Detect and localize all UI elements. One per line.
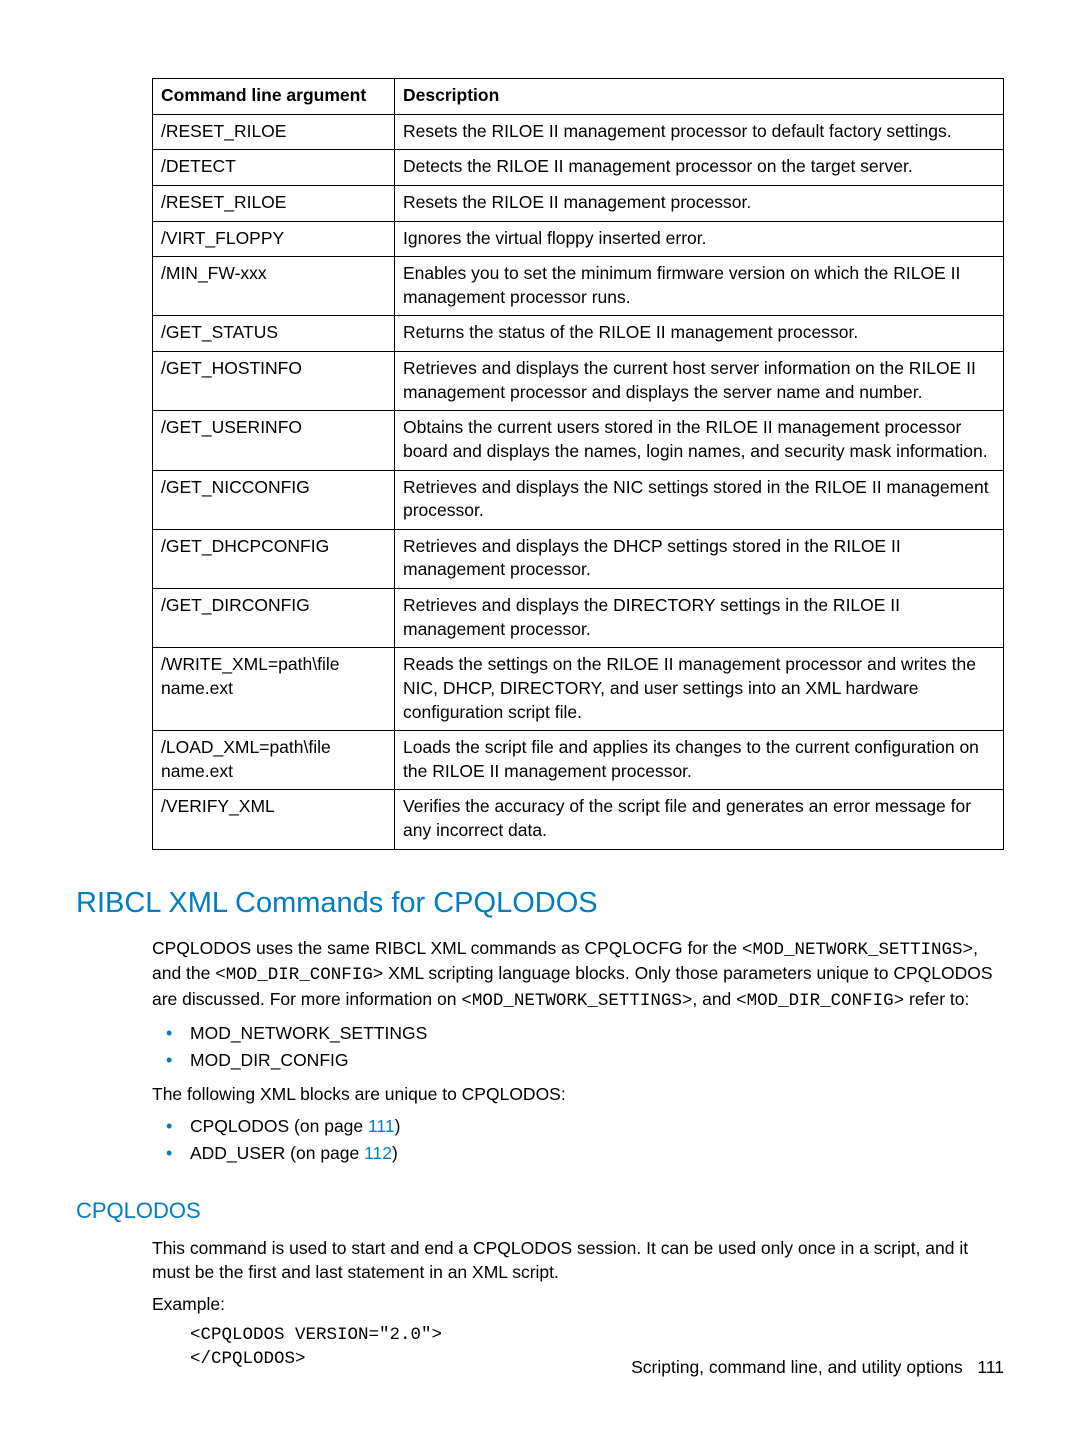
list-item: MOD_DIR_CONFIG: [152, 1049, 1004, 1073]
section1-body: CPQLODOS uses the same RIBCL XML command…: [152, 937, 1004, 1166]
table-row: /GET_HOSTINFORetrieves and displays the …: [153, 352, 1004, 411]
cell-desc: Returns the status of the RILOE II manag…: [395, 316, 1004, 352]
table-body: /RESET_RILOEResets the RILOE II manageme…: [153, 114, 1004, 849]
cell-arg: /LOAD_XML=path\file name.ext: [153, 731, 395, 790]
cell-arg: /VIRT_FLOPPY: [153, 221, 395, 257]
cell-arg: /DETECT: [153, 150, 395, 186]
cell-desc: Verifies the accuracy of the script file…: [395, 790, 1004, 849]
cell-desc: Retrieves and displays the DIRECTORY set…: [395, 589, 1004, 648]
cell-desc: Resets the RILOE II management processor…: [395, 114, 1004, 150]
list-item: CPQLODOS (on page 111): [152, 1115, 1004, 1139]
code: <MOD_NETWORK_SETTINGS>: [461, 991, 692, 1011]
cell-arg: /GET_NICCONFIG: [153, 470, 395, 529]
table-header-row: Command line argument Description: [153, 79, 1004, 115]
cell-arg: /WRITE_XML=path\file name.ext: [153, 648, 395, 731]
text: , and: [692, 989, 736, 1009]
table-row: /LOAD_XML=path\file name.extLoads the sc…: [153, 731, 1004, 790]
cell-desc: Loads the script file and applies its ch…: [395, 731, 1004, 790]
bullet-list-1: MOD_NETWORK_SETTINGS MOD_DIR_CONFIG: [152, 1022, 1004, 1073]
table-row: /GET_NICCONFIGRetrieves and displays the…: [153, 470, 1004, 529]
section2-para2: Example:: [152, 1293, 1004, 1317]
cell-desc: Ignores the virtual floppy inserted erro…: [395, 221, 1004, 257]
page-link[interactable]: 111: [368, 1116, 395, 1136]
section1-para2: The following XML blocks are unique to C…: [152, 1083, 1004, 1107]
col-header-argument: Command line argument: [153, 79, 395, 115]
table-row: /GET_USERINFOObtains the current users s…: [153, 411, 1004, 470]
list-item: MOD_NETWORK_SETTINGS: [152, 1022, 1004, 1046]
text: ): [395, 1116, 401, 1136]
section2-para1: This command is used to start and end a …: [152, 1237, 1004, 1284]
cell-arg: /GET_USERINFO: [153, 411, 395, 470]
cell-arg: /VERIFY_XML: [153, 790, 395, 849]
table-row: /GET_DIRCONFIGRetrieves and displays the…: [153, 589, 1004, 648]
table-row: /RESET_RILOEResets the RILOE II manageme…: [153, 114, 1004, 150]
section-heading-ribcl: RIBCL XML Commands for CPQLODOS: [76, 884, 1004, 923]
cell-desc: Retrieves and displays the DHCP settings…: [395, 529, 1004, 588]
cell-desc: Obtains the current users stored in the …: [395, 411, 1004, 470]
table-row: /DETECTDetects the RILOE II management p…: [153, 150, 1004, 186]
cell-desc: Retrieves and displays the current host …: [395, 352, 1004, 411]
section2-body: This command is used to start and end a …: [152, 1237, 1004, 1371]
col-header-description: Description: [395, 79, 1004, 115]
bullet-list-2: CPQLODOS (on page 111) ADD_USER (on page…: [152, 1115, 1004, 1166]
list-item: ADD_USER (on page 112): [152, 1142, 1004, 1166]
page: Command line argument Description /RESET…: [0, 0, 1080, 1432]
table-row: /GET_DHCPCONFIGRetrieves and displays th…: [153, 529, 1004, 588]
code: <MOD_DIR_CONFIG>: [736, 991, 904, 1011]
cell-arg: /GET_HOSTINFO: [153, 352, 395, 411]
cell-desc: Retrieves and displays the NIC settings …: [395, 470, 1004, 529]
page-footer: Scripting, command line, and utility opt…: [631, 1356, 1004, 1380]
table-row: /VERIFY_XMLVerifies the accuracy of the …: [153, 790, 1004, 849]
cell-arg: /GET_STATUS: [153, 316, 395, 352]
table-row: /MIN_FW-xxxEnables you to set the minimu…: [153, 257, 1004, 316]
table-row: /WRITE_XML=path\file name.extReads the s…: [153, 648, 1004, 731]
table-row: /GET_STATUSReturns the status of the RIL…: [153, 316, 1004, 352]
code: <MOD_NETWORK_SETTINGS>: [742, 940, 973, 960]
page-link[interactable]: 112: [364, 1143, 392, 1163]
text: CPQLODOS (on page: [190, 1116, 368, 1136]
cell-desc: Resets the RILOE II management processor…: [395, 185, 1004, 221]
command-table: Command line argument Description /RESET…: [152, 78, 1004, 850]
section1-para1: CPQLODOS uses the same RIBCL XML command…: [152, 937, 1004, 1014]
text: CPQLODOS uses the same RIBCL XML command…: [152, 938, 742, 958]
cell-arg: /RESET_RILOE: [153, 185, 395, 221]
cell-arg: /RESET_RILOE: [153, 114, 395, 150]
footer-text: Scripting, command line, and utility opt…: [631, 1357, 963, 1377]
cell-arg: /GET_DIRCONFIG: [153, 589, 395, 648]
subsection-heading-cpqlodos: CPQLODOS: [76, 1196, 1004, 1226]
table-row: /VIRT_FLOPPYIgnores the virtual floppy i…: [153, 221, 1004, 257]
table-row: /RESET_RILOEResets the RILOE II manageme…: [153, 185, 1004, 221]
cell-arg: /MIN_FW-xxx: [153, 257, 395, 316]
cell-desc: Detects the RILOE II management processo…: [395, 150, 1004, 186]
text: refer to:: [904, 989, 969, 1009]
cell-desc: Enables you to set the minimum firmware …: [395, 257, 1004, 316]
cell-desc: Reads the settings on the RILOE II manag…: [395, 648, 1004, 731]
text: ): [392, 1143, 398, 1163]
footer-page-number: 111: [977, 1357, 1004, 1377]
text: ADD_USER (on page: [190, 1143, 364, 1163]
cell-arg: /GET_DHCPCONFIG: [153, 529, 395, 588]
code: <MOD_DIR_CONFIG>: [215, 965, 383, 985]
